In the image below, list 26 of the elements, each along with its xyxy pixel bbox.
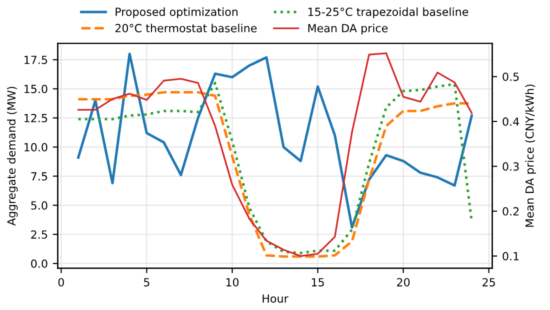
y-tick-label: 17.5: [24, 56, 48, 64]
legend-label: 15-25°C trapezoidal baseline: [308, 7, 468, 18]
y-tick-label: 15.0: [24, 84, 48, 94]
y-tick-label: 12.5: [24, 114, 48, 122]
legend-label: 20°C thermostat baseline: [115, 24, 257, 32]
y-tick-label: 0.0: [31, 259, 48, 268]
legend-label: Mean DA price: [308, 24, 388, 34]
y2-tick-label: 0.3: [502, 162, 519, 171]
x-tick-label: 15: [312, 278, 324, 286]
legend-label: Proposed optimization: [116, 7, 238, 18]
y-tick-label: 7.5: [31, 172, 48, 181]
y2-axis-title: Mean DA price (CNY/kWh): [525, 84, 536, 227]
x-tick-label: 25: [482, 278, 495, 286]
y-tick-label: 10.0: [24, 143, 48, 152]
y-tick-label: 5.0: [31, 201, 48, 210]
x-tick-label: 0: [58, 278, 64, 286]
x-axis-title: Hour: [262, 294, 288, 303]
x-tick-label: 5: [144, 278, 150, 286]
y2-tick-label: 0.1: [502, 252, 519, 260]
y-axis-title: Aggregate demand (MW): [6, 86, 18, 226]
x-tick-label: 10: [226, 278, 239, 286]
x-tick-label: 20: [397, 278, 410, 286]
y2-tick-label: 0.5: [502, 72, 519, 81]
y-tick-label: 2.5: [31, 230, 48, 239]
y2-tick-label: 0.2: [502, 207, 519, 216]
y2-tick-label: 0.4: [502, 117, 520, 126]
